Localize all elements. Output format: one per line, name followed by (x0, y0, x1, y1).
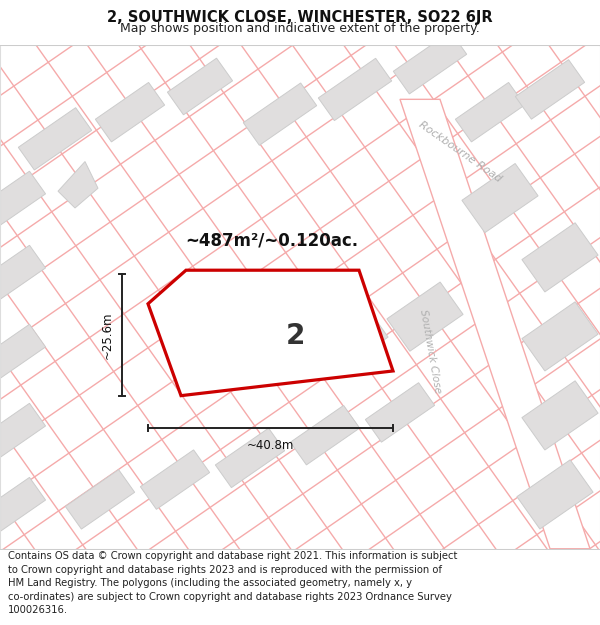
Polygon shape (290, 406, 359, 465)
Polygon shape (387, 282, 463, 351)
Polygon shape (522, 222, 598, 292)
Polygon shape (0, 324, 46, 378)
Polygon shape (148, 270, 393, 396)
Text: Rockbourne Road: Rockbourne Road (417, 119, 503, 184)
Polygon shape (167, 58, 233, 115)
Polygon shape (0, 171, 46, 225)
Polygon shape (0, 478, 46, 531)
Polygon shape (400, 99, 590, 549)
Polygon shape (95, 82, 164, 142)
Polygon shape (18, 107, 92, 170)
Polygon shape (393, 32, 467, 94)
Text: 2, SOUTHWICK CLOSE, WINCHESTER, SO22 6JR: 2, SOUTHWICK CLOSE, WINCHESTER, SO22 6JR (107, 10, 493, 25)
Polygon shape (312, 305, 388, 374)
Text: ~487m²/~0.120ac.: ~487m²/~0.120ac. (185, 232, 358, 249)
Text: Contains OS data © Crown copyright and database right 2021. This information is : Contains OS data © Crown copyright and d… (8, 551, 457, 616)
Polygon shape (318, 58, 392, 121)
Polygon shape (455, 82, 524, 142)
Polygon shape (0, 403, 46, 457)
Text: Southwick Close: Southwick Close (418, 309, 442, 394)
Polygon shape (522, 381, 598, 450)
Polygon shape (58, 161, 98, 208)
Text: 2: 2 (286, 322, 305, 351)
Polygon shape (462, 164, 538, 232)
Polygon shape (522, 302, 598, 371)
Polygon shape (0, 245, 46, 299)
Polygon shape (517, 460, 593, 529)
Polygon shape (515, 60, 584, 119)
Text: ~40.8m: ~40.8m (247, 439, 294, 452)
Text: ~25.6m: ~25.6m (101, 311, 114, 359)
Polygon shape (365, 382, 434, 442)
Polygon shape (215, 428, 284, 488)
Polygon shape (140, 450, 209, 509)
Polygon shape (65, 469, 134, 529)
Text: Rockbourne...: Rockbourne... (215, 282, 280, 331)
Polygon shape (243, 83, 317, 145)
Text: Map shows position and indicative extent of the property.: Map shows position and indicative extent… (120, 22, 480, 35)
